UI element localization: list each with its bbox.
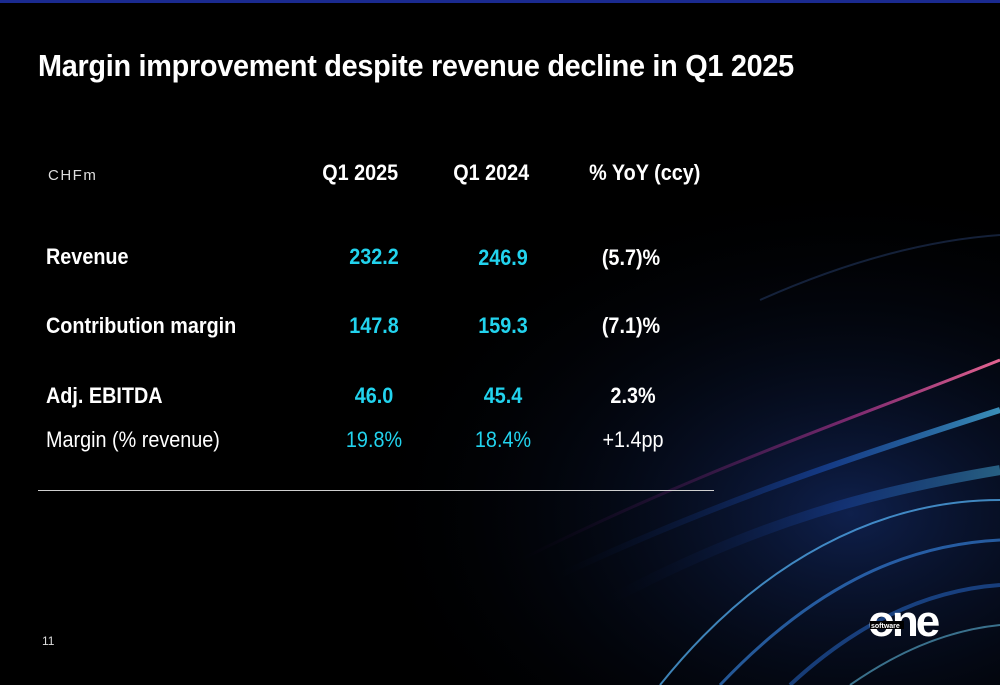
row-label-revenue: Revenue	[46, 244, 129, 269]
contribution-margin-yoy: (7.1)%	[601, 313, 661, 338]
adj-ebitda-yoy: 2.3%	[610, 383, 656, 408]
revenue-q1-2024: 246.9	[478, 245, 528, 270]
contribution-margin-q1-2025: 147.8	[349, 313, 399, 338]
page-number: 11	[42, 634, 55, 648]
margin-q1-2025: 19.8%	[345, 427, 403, 452]
revenue-q1-2025: 232.2	[349, 244, 399, 269]
column-header-q1-2025: Q1 2025	[322, 160, 399, 185]
logo-small-text: software	[871, 623, 900, 630]
row-label-adj-ebitda: Adj. EBITDA	[46, 383, 163, 408]
contribution-margin-q1-2024: 159.3	[478, 313, 528, 338]
adj-ebitda-q1-2024: 45.4	[483, 383, 523, 408]
row-label-contribution-margin: Contribution margin	[46, 313, 237, 338]
slide-title: Margin improvement despite revenue decli…	[38, 48, 794, 83]
table-divider	[38, 490, 714, 491]
unit-label: CHFm	[48, 167, 98, 184]
column-header-q1-2024: Q1 2024	[453, 160, 530, 185]
row-label-margin-percent-revenue: Margin (% revenue)	[46, 427, 220, 452]
margin-q1-2024: 18.4%	[474, 427, 532, 452]
adj-ebitda-q1-2025: 46.0	[354, 383, 394, 408]
margin-yoy: +1.4pp	[602, 427, 664, 452]
revenue-yoy: (5.7)%	[601, 245, 661, 270]
softwareone-logo: one software	[868, 603, 942, 646]
column-header-yoy: % YoY (ccy)	[589, 160, 701, 185]
